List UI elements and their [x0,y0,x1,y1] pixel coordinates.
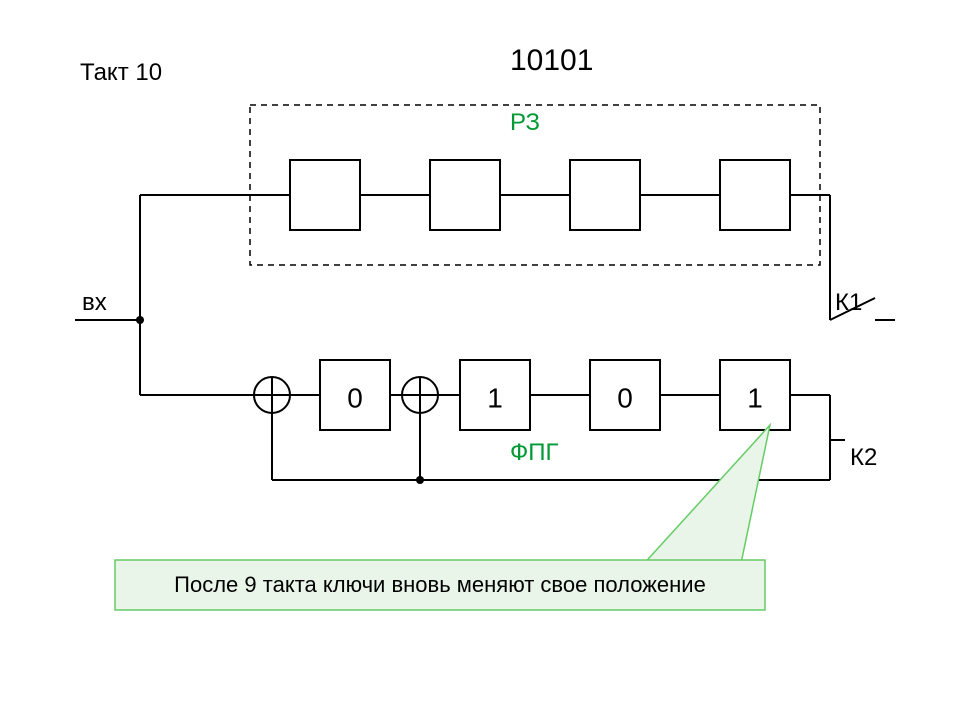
fpg-val-0: 0 [347,382,363,413]
rz-box-1 [430,160,500,230]
rz-box-3 [720,160,790,230]
fpg-val-3: 1 [747,382,763,413]
rz-label: РЗ [510,109,540,136]
xor-2-icon [402,377,438,413]
rz-box-0 [290,160,360,230]
sequence-title: 10101 [510,44,593,77]
rz-box-2 [570,160,640,230]
input-label: вх [82,289,107,316]
k1-label: К1 [835,289,862,316]
xor-1-icon [254,377,290,413]
fpg-label: ФПГ [510,439,559,466]
fpg-val-2: 0 [617,382,633,413]
callout-pointer [640,425,770,568]
callout-text: После 9 такта ключи вновь меняют свое по… [174,572,706,597]
k2-label: К2 [850,444,877,471]
fpg-val-1: 1 [487,382,503,413]
clock-label: Такт 10 [80,59,162,86]
